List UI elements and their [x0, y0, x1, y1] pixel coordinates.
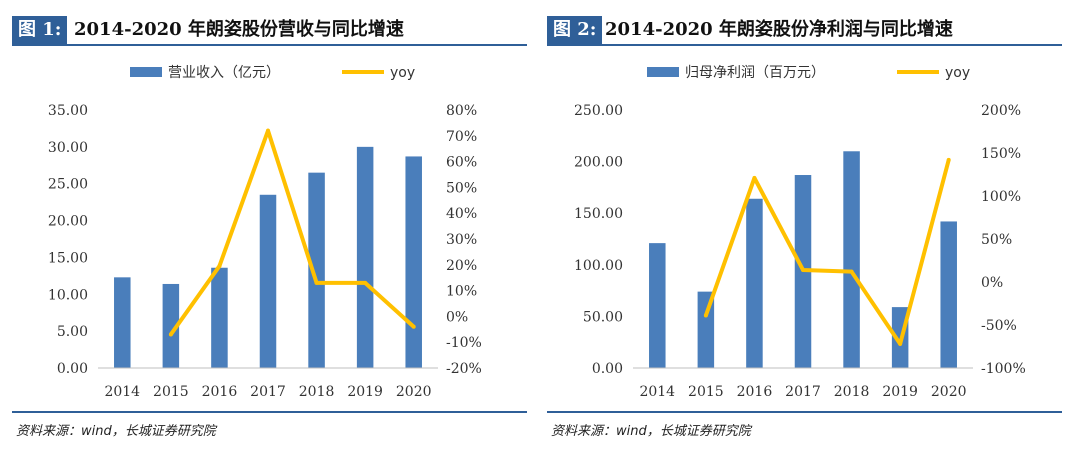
bar	[259, 194, 277, 368]
bar	[114, 277, 131, 368]
bar	[308, 172, 325, 368]
bar	[843, 151, 860, 368]
yoy-point	[898, 341, 903, 346]
bar	[162, 283, 180, 368]
yoy-point	[363, 280, 368, 285]
y-tick-label: 35.00	[48, 103, 88, 119]
y2-tick-label: 200%	[981, 103, 1021, 119]
x-tick-label: 2015	[688, 384, 724, 400]
y2-tick-label: -50%	[981, 318, 1017, 334]
y-tick-label: 15.00	[48, 250, 88, 266]
x-tick-label: 2017	[785, 384, 821, 400]
figure-2-source: 资料来源：wind，长城证券研究院	[551, 424, 751, 439]
y-tick-label: 20.00	[48, 214, 88, 230]
legend-bar-label: 归母净利润（百万元）	[685, 64, 825, 81]
y-tick-label: 25.00	[48, 177, 88, 193]
y2-tick-label: -20%	[446, 361, 482, 377]
y-tick-label: 50.00	[583, 309, 623, 325]
yoy-point	[217, 264, 222, 269]
bar	[746, 198, 763, 368]
legend-line-label: yoy	[945, 65, 970, 81]
bar	[405, 156, 422, 368]
figure-1-label: 图 1:	[12, 16, 68, 44]
y2-tick-label: 10%	[446, 284, 477, 300]
x-tick-label: 2014	[104, 384, 140, 400]
figure-2-title-bar: 图 2: 2014-2020 年朗姿股份净利润与同比增速	[547, 10, 1062, 46]
yoy-point	[168, 332, 173, 337]
y2-tick-label: 50%	[981, 232, 1012, 248]
bar	[649, 243, 666, 368]
y2-tick-label: 150%	[981, 146, 1021, 162]
y2-tick-label: 0%	[981, 275, 1003, 291]
y2-tick-label: 100%	[981, 189, 1021, 205]
x-tick-label: 2018	[299, 384, 335, 400]
y2-tick-label: 20%	[446, 258, 477, 274]
x-tick-label: 2015	[153, 384, 189, 400]
y2-tick-label: 70%	[446, 129, 477, 145]
y-tick-label: 0.00	[57, 361, 88, 377]
y-tick-label: 10.00	[48, 287, 88, 303]
x-tick-label: 2016	[202, 384, 238, 400]
bar	[356, 146, 374, 368]
y2-tick-label: 0%	[446, 309, 468, 325]
legend-bar-swatch	[647, 67, 679, 77]
y2-tick-label: 60%	[446, 155, 477, 171]
revenue-chart: 营业收入（亿元） yoy 0.00 5.00 10.00 15.00 20.00 25.00 3…	[48, 65, 482, 400]
figure-1: 图 1: 2014-2020 年朗姿股份营收与同比增速 营业收入（亿元） yoy 0…	[12, 0, 527, 450]
figure-1-source: 资料来源：wind，长城证券研究院	[16, 424, 216, 439]
legend-bar-label: 营业收入（亿元）	[168, 65, 280, 81]
bar	[697, 291, 715, 368]
legend-line-label: yoy	[390, 65, 415, 81]
yoy-point	[314, 280, 319, 285]
yoy-point	[703, 313, 708, 318]
legend: 营业收入（亿元） yoy	[130, 65, 415, 81]
bar	[940, 221, 957, 368]
x-tick-label: 2016	[737, 384, 773, 400]
yoy-point	[946, 157, 951, 162]
y2-tick-label: -100%	[981, 361, 1026, 377]
y-tick-label: 5.00	[57, 324, 88, 340]
yoy-point	[752, 175, 757, 180]
x-tick-label: 2014	[639, 384, 675, 400]
y-tick-label: 0.00	[592, 361, 623, 377]
figure-1-title: 2014-2020 年朗姿股份营收与同比增速	[74, 19, 404, 40]
yoy-point	[411, 324, 416, 329]
yoy-line	[703, 159, 951, 346]
net-profit-chart: 归母净利润（百万元） yoy 0.00 50.00 100.00 150.00 200.00…	[574, 64, 1026, 400]
y2-tick-label: 30%	[446, 232, 477, 248]
bar	[211, 267, 228, 368]
figure-2-bottom-rule	[547, 411, 1062, 413]
figure-2-title: 2014-2020 年朗姿股份净利润与同比增速	[605, 19, 953, 40]
x-tick-label: 2020	[931, 384, 967, 400]
yoy-line	[169, 128, 416, 336]
figure-1-bottom-rule	[12, 411, 527, 413]
figure-2: 图 2: 2014-2020 年朗姿股份净利润与同比增速 归母净利润（百万元） y…	[547, 0, 1062, 450]
y2-tick-label: 80%	[446, 103, 477, 119]
yoy-point	[801, 267, 805, 272]
yoy-point	[266, 128, 270, 133]
y2-tick-label: -10%	[446, 335, 482, 351]
x-tick-label: 2017	[250, 384, 286, 400]
x-tick-label: 2019	[882, 384, 918, 400]
y-tick-label: 250.00	[574, 103, 623, 119]
y-tick-label: 200.00	[574, 155, 623, 171]
legend: 归母净利润（百万元） yoy	[647, 64, 970, 81]
x-tick-label: 2020	[396, 384, 432, 400]
y-tick-label: 150.00	[574, 206, 623, 222]
y2-tick-label: 50%	[446, 180, 477, 196]
yoy-point	[849, 269, 854, 274]
y-tick-label: 100.00	[574, 258, 623, 274]
legend-bar-swatch	[130, 67, 162, 77]
figure-1-title-bar: 图 1: 2014-2020 年朗姿股份营收与同比增速	[12, 10, 527, 46]
figure-2-label: 图 2:	[547, 16, 603, 44]
x-tick-label: 2018	[834, 384, 870, 400]
y2-tick-label: 40%	[446, 206, 477, 222]
y-tick-label: 30.00	[48, 140, 88, 156]
x-tick-label: 2019	[347, 384, 383, 400]
